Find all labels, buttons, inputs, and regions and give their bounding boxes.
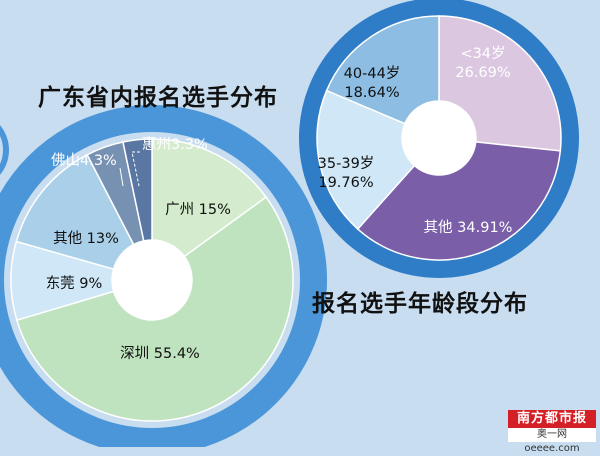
slice-label-other: 其他 13%	[53, 230, 119, 247]
outer-ring	[299, 0, 579, 278]
slice-label-under-34: <34岁 26.69%	[455, 45, 510, 81]
edge-decor-ring	[0, 125, 9, 175]
logo-site: 奥一网 oeeee.com	[508, 428, 596, 454]
slice-label-guangzhou: 广州 15%	[165, 201, 231, 218]
slice-label-dongguan: 东莞 9%	[46, 275, 103, 292]
slice-label-age-other: 其他 34.91%	[424, 219, 513, 236]
slice-label-40-44: 40-44岁 18.64%	[344, 65, 401, 101]
slice-label-shenzhen: 深圳 55.4%	[120, 345, 200, 362]
leader-line-foshan	[119, 167, 124, 187]
slice-label-huizhou: 惠州3.3%	[142, 136, 208, 153]
chart-title-province: 广东省内报名选手分布	[38, 85, 278, 111]
outer-ring	[0, 105, 327, 447]
donut-hole	[112, 240, 192, 320]
pie-slice-0	[438, 15, 562, 152]
slice-label-35-39: 35-39岁 19.76%	[318, 155, 375, 191]
slice-label-foshan: 佛山4.3%	[51, 152, 117, 169]
age-distribution-chart: <34岁 26.69% 其他 34.91% 35-39岁 19.76% 40-44岁 18.…	[299, 0, 579, 278]
leader-lines	[119, 151, 140, 187]
chart-title-age: 报名选手年龄段分布	[312, 291, 528, 317]
leader-line-huizhou	[131, 151, 140, 187]
logo-name: 南方都市报	[508, 410, 596, 428]
donut-hole	[402, 101, 476, 175]
province-distribution-chart: 广州 15% 深圳 55.4% 东莞 9% 其他 13% 佛山4.3% 惠州3.3%	[0, 105, 327, 447]
newspaper-logo: 南方都市报 奥一网 oeeee.com	[508, 410, 596, 454]
